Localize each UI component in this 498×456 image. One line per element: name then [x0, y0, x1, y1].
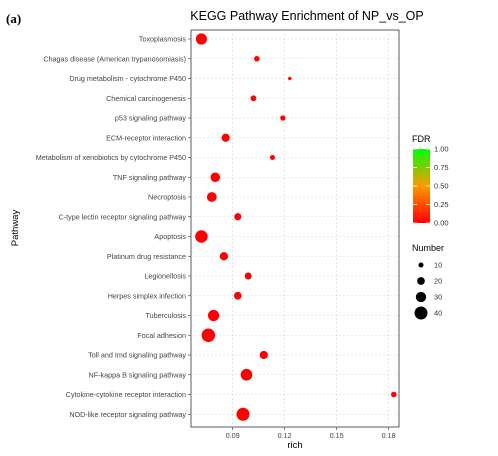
data-point — [207, 309, 220, 322]
fdr-tick-label: 1.00 — [434, 145, 449, 154]
x-axis-title: rich — [287, 440, 302, 451]
data-point — [259, 350, 268, 360]
y-tick-label: TNF signaling pathway — [113, 173, 187, 182]
fdr-colorbar — [413, 149, 430, 223]
data-point — [250, 95, 257, 102]
data-point — [195, 33, 207, 45]
fdr-legend-title: FDR — [412, 134, 431, 144]
y-tick-label: p53 signaling pathway — [115, 114, 187, 123]
data-point — [219, 252, 229, 261]
data-point — [201, 328, 216, 343]
y-tick-label: NOD-like receptor signaling pathway — [69, 410, 186, 419]
number-legend-title: Number — [412, 243, 444, 253]
data-point — [210, 172, 221, 183]
data-point — [195, 230, 208, 243]
data-point — [254, 55, 260, 62]
data-point — [233, 291, 242, 300]
y-tick-label: Focal adhesion — [137, 331, 186, 340]
y-tick-label: Toxoplasmosis — [139, 35, 187, 44]
data-point — [280, 115, 286, 121]
number-legend-label: 40 — [434, 309, 442, 318]
y-tick-label: Chagas disease (American trypanosomiasis… — [43, 54, 186, 63]
y-tick-label: Tuberculosis — [146, 311, 187, 320]
data-point — [234, 213, 242, 221]
number-legend-key — [417, 277, 425, 285]
number-legend-label: 10 — [434, 261, 442, 270]
y-tick-label: Legionellosis — [144, 272, 186, 281]
x-tick-label: 0.09 — [226, 431, 240, 440]
data-point — [244, 272, 252, 280]
y-tick-label: Cytokine-cytokine receptor interaction — [66, 390, 186, 399]
data-point — [221, 133, 230, 142]
y-tick-label: Chemical carcinogenesis — [106, 94, 186, 103]
fdr-tick-label: 0.50 — [434, 182, 449, 191]
fdr-legend: FDR 1.00 0.75 0.50 0.25 0.00 — [412, 134, 449, 228]
points-layer — [195, 33, 397, 421]
panel-label: (a) — [6, 11, 21, 26]
y-tick-label: Toll and Imd signaling pathway — [88, 351, 186, 360]
chart-title: KEGG Pathway Enrichment of NP_vs_OP — [190, 9, 423, 23]
y-tick-label: C-type lectin receptor signaling pathway — [59, 212, 187, 221]
y-axis-title: Pathway — [10, 210, 21, 247]
fdr-legend-ticks: 1.00 0.75 0.50 0.25 0.00 — [413, 145, 449, 228]
plot-panel — [190, 29, 400, 428]
x-tick-label: 0.15 — [330, 431, 344, 440]
number-legend-label: 20 — [434, 277, 442, 286]
data-point — [269, 154, 275, 161]
y-tick-label: Platinum drug resistance — [107, 252, 186, 261]
number-legend: Number 10 20 30 40 — [412, 243, 444, 320]
fdr-tick-label: 0.25 — [434, 200, 449, 209]
grid-layer — [191, 30, 399, 427]
fdr-tick-label: 0.00 — [434, 219, 449, 228]
y-tick-label: Herpes simplex infection — [108, 291, 186, 300]
x-axis-tick-labels: 0.09 0.12 0.15 0.18 — [226, 427, 396, 440]
y-tick-label: Necroptosis — [148, 193, 186, 202]
data-point — [206, 192, 217, 202]
x-tick-label: 0.12 — [278, 431, 292, 440]
data-point — [240, 368, 253, 381]
data-point — [236, 407, 250, 421]
x-tick-label: 0.18 — [382, 431, 396, 440]
fdr-tick-label: 0.75 — [434, 163, 449, 172]
data-point — [288, 76, 292, 81]
data-point — [391, 391, 397, 398]
y-tick-label: ECM-receptor interaction — [106, 133, 186, 142]
number-legend-key — [415, 291, 427, 303]
number-legend-items: 10 20 30 40 — [414, 261, 442, 320]
y-tick-label: NF-kappa B signaling pathway — [89, 370, 187, 379]
y-tick-label: Drug metabolism - cytochrome P450 — [69, 74, 186, 83]
number-legend-key — [414, 306, 428, 320]
number-legend-key — [418, 262, 424, 268]
y-tick-label: Apoptosis — [154, 232, 186, 241]
y-tick-label: Metabolism of xenobiotics by cytochrome … — [36, 153, 186, 162]
number-legend-label: 30 — [434, 293, 442, 302]
y-axis-tick-labels: Toxoplasmosis Chagas disease (American tr… — [36, 35, 191, 419]
